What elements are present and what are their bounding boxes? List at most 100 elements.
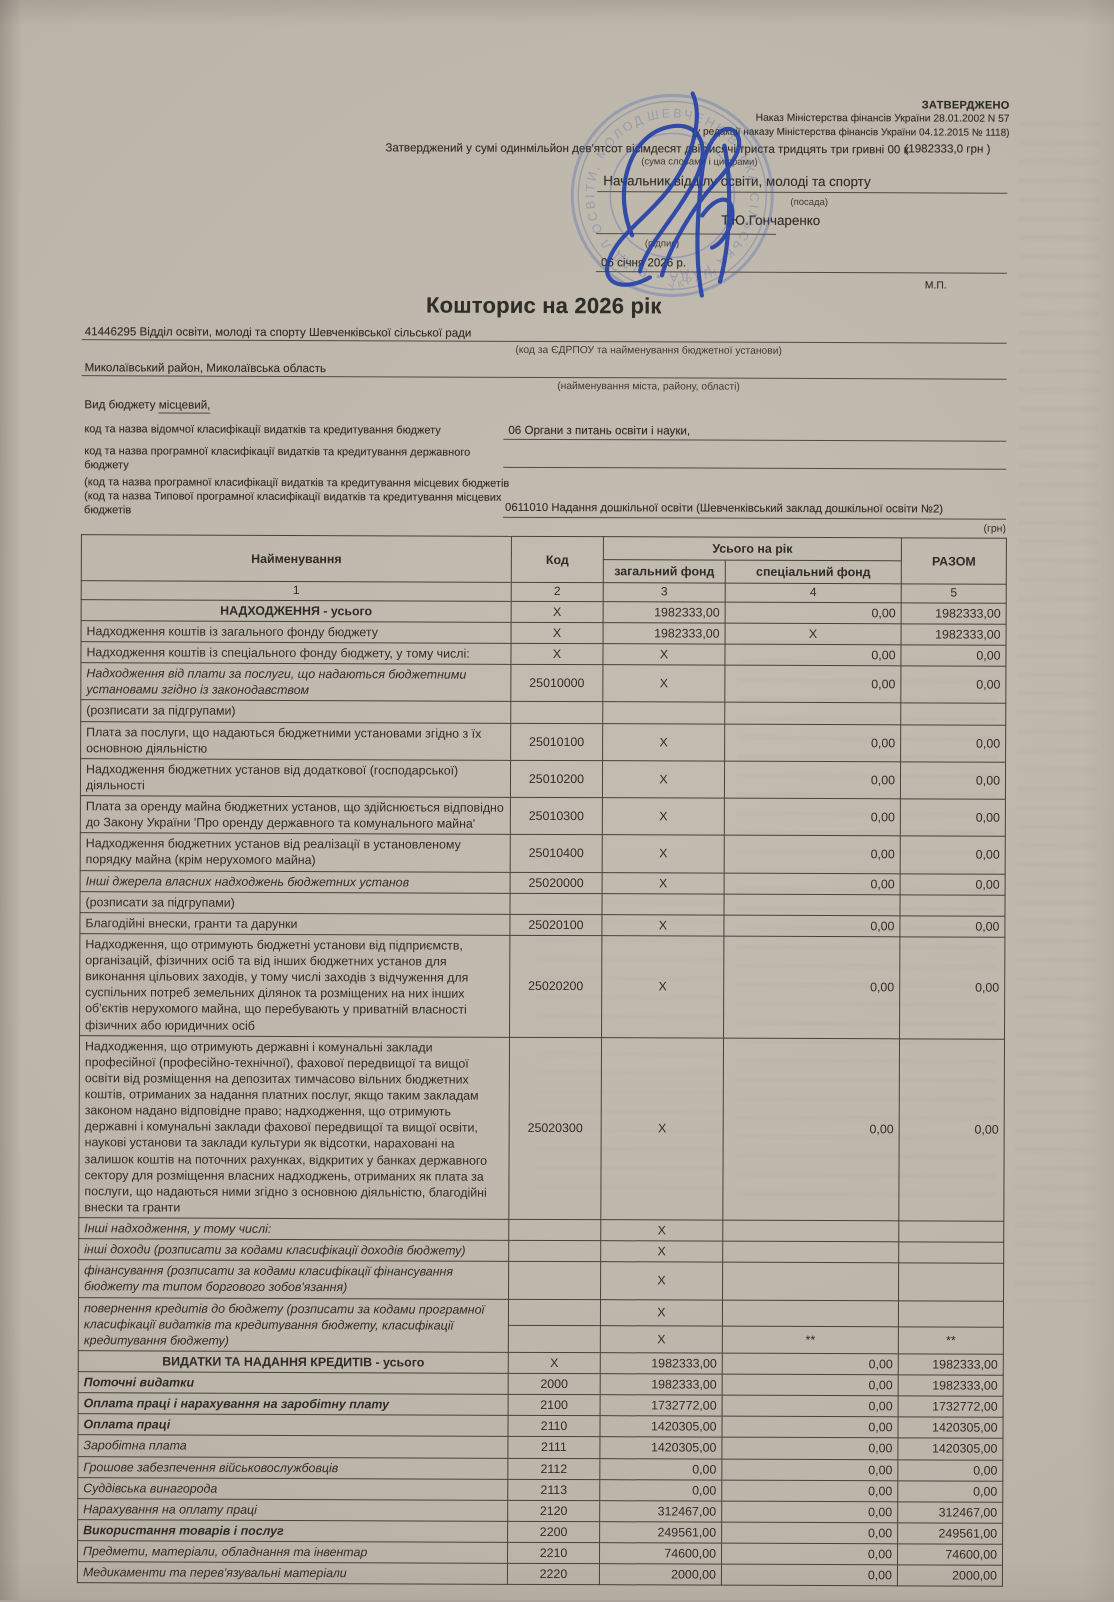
general-fund-cell: 1420305,00 [599,1437,722,1459]
col-header-special-fund: спеціальний фонд [725,560,902,585]
total-cell: 2000,00 [897,1565,1003,1587]
col-header-general-fund: загальний фонд [603,559,726,584]
row-code-cell [508,1219,601,1241]
special-fund-cell: 0,00 [722,1037,900,1221]
row-code-cell: 25020000 [510,871,603,894]
col-header-code: Код [511,536,604,583]
class3-underline [503,516,1007,520]
special-fund-cell: 0,00 [724,723,901,762]
row-name-cell: Оплата праці і нарахування на заробітну … [78,1392,509,1416]
special-fund-cell: 0,00 [722,1395,899,1418]
row-code-cell: 2100 [508,1394,601,1417]
row-name-cell: Інші надходження, у тому числі: [78,1217,509,1241]
special-fund-cell: 0,00 [722,1374,899,1397]
total-cell: 0,00 [900,761,1006,800]
general-fund-cell: 1982333,00 [603,622,726,645]
row-name-cell: Заробітна плата [77,1435,508,1458]
total-cell: 74600,00 [897,1543,1003,1566]
special-fund-cell: 0,00 [724,760,901,799]
budget-type-value: місцевий, [158,398,211,414]
location-underline [81,375,1007,380]
row-code-cell [508,1325,601,1353]
general-fund-cell [602,702,725,724]
total-cell: 0,00 [897,1480,1003,1503]
general-fund-cell: X [600,1219,723,1242]
general-fund-cell: 2000,00 [599,1563,722,1586]
col-number: 5 [901,584,1007,604]
header-row-1: Найменування Код Усього на рік РАЗОМ [81,534,1007,585]
general-fund-cell: X [600,1037,724,1221]
special-fund-cell [722,1220,899,1243]
total-cell [900,703,1006,725]
row-code-cell [508,1298,601,1326]
general-fund-cell: 74600,00 [599,1542,722,1565]
total-cell: 0,00 [900,873,1006,895]
seal-mark: М.П. [924,280,947,292]
row-name-cell: Надходження бюджетних установ від реаліз… [80,833,511,872]
budget-table: Найменування Код Усього на рік РАЗОМ заг… [77,534,1007,1587]
general-fund-cell: 1732772,00 [600,1394,723,1417]
total-cell: 0,00 [900,666,1006,704]
row-name-cell: Надходження коштів із спеціального фонду… [80,641,512,665]
general-fund-cell: X [600,1299,723,1327]
total-cell: 312467,00 [897,1501,1003,1524]
col-number: 2 [511,582,604,602]
total-cell: 1982333,00 [901,623,1007,646]
row-code-cell: 2200 [507,1521,600,1543]
col-header-name: Найменування [81,534,512,583]
total-cell [898,1300,1004,1328]
budget-table-body: НАДХОДЖЕННЯ - усього X 1982333,00 0,00 19823… [77,599,1007,1587]
class1-label: код та назва відомчої класифікації видат… [84,423,441,437]
row-code-cell: 25010100 [510,722,603,761]
special-fund-cell: ** [722,1326,899,1354]
special-fund-cell: 0,00 [724,835,901,874]
general-fund-cell: 0,00 [599,1458,722,1480]
total-cell [900,894,1006,917]
approved-label: ЗАТВЕРДЖЕНО [921,99,1010,112]
general-fund-cell: 1982333,00 [600,1352,723,1375]
class2-label: код та назва програмної класифікації вид… [84,445,471,472]
general-fund-cell: X [600,1325,723,1354]
general-fund-cell: X [602,797,725,836]
row-code-cell: 2113 [507,1479,600,1501]
row-code-cell: 2110 [507,1415,601,1438]
col-number: 4 [725,583,902,603]
general-fund-cell: X [600,1240,723,1263]
special-fund-cell: 0,00 [724,798,901,837]
row-name-cell: Використання товарів і послуг [77,1519,508,1543]
row-code-cell: 25010400 [510,834,603,873]
row-code-cell: 2111 [507,1436,600,1459]
table-row: Надходження бюджетних установ від реаліз… [80,833,1006,874]
general-fund-cell: X [602,643,726,666]
row-name-cell: Надходження від плати за послуги, що над… [80,662,511,702]
total-cell: 0,00 [899,915,1006,938]
row-name-cell: Плата за оренду майна бюджетних установ,… [80,795,511,835]
class1-value: 06 Органи з питань освіти і науки, [508,423,691,438]
total-cell: 1420305,00 [897,1417,1004,1439]
total-cell: 1420305,00 [897,1438,1003,1460]
total-cell: 1982333,00 [901,602,1007,625]
row-name-cell: Нарахування на оплату праці [77,1498,508,1522]
general-fund-cell: X [601,914,724,937]
approved-sum-amount: (1982333,0 грн ) [904,142,991,156]
row-code-cell: X [511,622,604,644]
total-cell: 0,00 [899,936,1005,1039]
total-cell: 0,00 [900,798,1006,837]
general-fund-cell: 1420305,00 [599,1416,723,1438]
general-fund-cell: X [602,835,725,873]
row-name-cell: Грошове забезпечення військовослужбовців [77,1456,508,1480]
special-fund-cell: 0,00 [722,1353,899,1375]
col-number: 1 [81,580,512,602]
row-code-cell: X [508,1352,601,1374]
special-fund-cell [723,893,901,916]
total-cell: 1732772,00 [898,1396,1004,1418]
special-fund-cell: 0,00 [721,1416,899,1439]
total-cell: 0,00 [900,724,1006,763]
special-fund-cell: 0,00 [721,1479,898,1502]
special-fund-cell: 0,00 [723,914,901,937]
total-cell [898,1242,1004,1264]
total-cell: 0,00 [898,1038,1005,1222]
org-caption: (код за ЄДРПОУ та найменування бюджетної… [515,344,782,357]
row-name-cell: (розписати за підгрупами) [79,891,511,915]
